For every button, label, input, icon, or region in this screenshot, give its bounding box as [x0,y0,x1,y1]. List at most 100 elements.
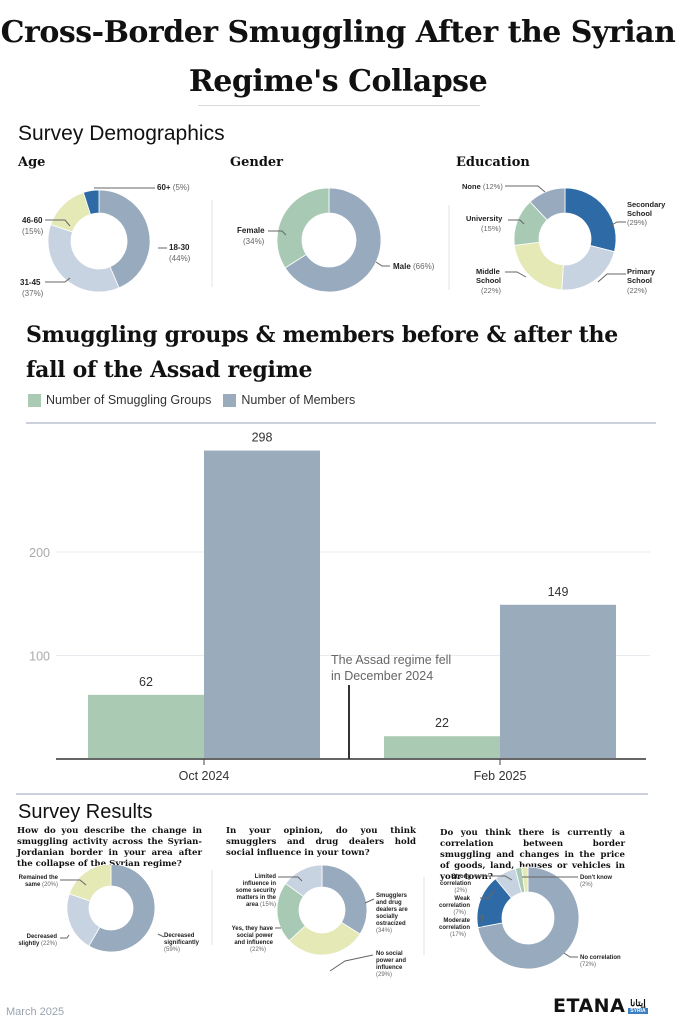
legend-label-groups: Number of Smuggling Groups [46,393,212,407]
footer-date: March 2025 [6,1006,65,1018]
question-3-donut [476,866,580,970]
svg-text:matters in the: matters in the [237,895,277,901]
question-2-donut [276,865,368,956]
question-1-slice [88,865,156,953]
bar-groups [384,736,500,759]
question-3: Do you think there is currently a correl… [440,828,625,882]
logo-arabic-badge: إيتانا SYRIA [628,998,648,1014]
gender-slice [284,187,382,293]
title-line-1: Cross-Border Smuggling After the Syrian [0,15,676,50]
svg-text:None (12%): None (12%) [462,182,503,191]
x-tick-label: Feb 2025 [474,769,527,783]
education-slice [561,244,615,291]
svg-text:and influence: and influence [234,940,273,946]
legend-swatch-members [223,393,237,407]
bar-members [204,450,320,759]
svg-text:School: School [476,276,501,285]
svg-text:Remained the: Remained the [19,875,59,881]
logo-wordmark: ETANA [553,995,626,1017]
svg-text:(22%): (22%) [250,947,266,953]
y-tick-label: 200 [29,546,50,560]
svg-text:(44%): (44%) [169,254,191,263]
svg-text:socially: socially [376,914,399,920]
svg-text:(17%): (17%) [450,932,466,938]
svg-text:Male (66%): Male (66%) [393,262,435,271]
etana-logo: ETANA إيتانا SYRIA [553,995,648,1017]
svg-text:(29%): (29%) [627,218,648,227]
svg-text:Secondary: Secondary [627,200,666,209]
age-chart-title: Age [18,155,46,170]
svg-text:some security: some security [236,888,277,894]
education-slice [529,187,566,221]
svg-text:and drug: and drug [376,900,402,906]
question-1: How do you describe the change in smuggl… [17,826,202,869]
svg-text:School: School [627,276,652,285]
title-divider [198,105,480,106]
age-label-31-45: 31-45 [20,278,41,287]
legend-label-members: Number of Members [241,393,356,407]
question-3-slice [521,866,529,893]
bar-value-label: 149 [548,585,569,599]
page-title: Cross-Border Smuggling After the Syrian … [0,8,676,106]
gender-chart-title: Gender [230,155,284,170]
svg-text:power and: power and [376,958,406,964]
age-donut [47,189,151,293]
svg-text:Primary: Primary [627,267,656,276]
question-1-donut [66,865,156,953]
question-2: In your opinion, do you think smugglers … [226,826,416,858]
svg-text:social power: social power [237,933,274,939]
bar-members [500,604,616,759]
legend-item-groups: Number of Smuggling Groups [28,393,211,407]
survey-donuts: Remained the same (20%) Decreased slight… [18,865,621,978]
age-slice [50,191,91,233]
gender-label-male: Male [393,262,411,271]
svg-text:correlation: correlation [439,903,470,909]
gender-label-female: Female [237,226,265,235]
svg-text:(59%): (59%) [164,947,180,953]
education-chart-title: Education [456,155,530,170]
svg-text:Weak: Weak [454,896,470,902]
education-slice [564,187,617,253]
svg-text:same (20%): same (20%) [25,882,58,888]
svg-text:Smugglers: Smugglers [376,893,408,899]
svg-text:(34%): (34%) [376,928,392,934]
y-tick-label: 100 [29,650,50,664]
svg-text:(22%): (22%) [481,286,502,295]
demographics-heading: Survey Demographics [18,122,225,145]
svg-text:No social: No social [376,951,403,957]
svg-text:correlation: correlation [440,881,471,887]
survey-results-heading: Survey Results [18,801,153,823]
svg-text:(7%): (7%) [453,910,466,916]
svg-text:No correlation: No correlation [580,955,621,961]
svg-text:(15%): (15%) [22,227,44,236]
svg-text:60+ (5%): 60+ (5%) [157,183,190,192]
edu-label-university: University [466,214,503,223]
legend-swatch-groups [28,393,41,407]
svg-text:area (15%): area (15%) [246,902,276,908]
question-2-slice [321,865,368,935]
svg-text:correlation: correlation [439,925,470,931]
bar-value-label: 62 [139,675,153,689]
svg-text:(37%): (37%) [22,289,44,298]
svg-text:dealers are: dealers are [376,907,408,913]
age-slice [82,189,100,215]
svg-text:Decreased: Decreased [164,933,195,939]
bar-chart: 100 200 62 298 22 149 Oct 2024 Feb 2025 The A… [16,422,656,795]
bar-chart-title: Smuggling groups & members before & afte… [26,322,618,383]
svg-text:(34%): (34%) [243,237,265,246]
bar-value-label: 298 [252,431,273,445]
question-2-slice [285,865,323,898]
age-slice [98,189,151,289]
education-slice [513,241,564,291]
svg-text:(72%): (72%) [580,962,596,968]
svg-text:Strong: Strong [452,874,472,880]
svg-text:Decreased: Decreased [27,934,58,940]
svg-text:Moderate: Moderate [443,918,470,924]
age-label-46-60: 46-60 [22,216,43,225]
svg-text:influence in: influence in [243,881,277,887]
education-donut [513,187,617,291]
annotation-line2: in December 2024 [331,669,433,683]
bar-value-label: 22 [435,716,449,730]
demographics-donuts: 60+ (5%) 18-30 (44%) 46-60 (15%) 31-45 (… [20,182,666,298]
age-slice [47,224,120,293]
